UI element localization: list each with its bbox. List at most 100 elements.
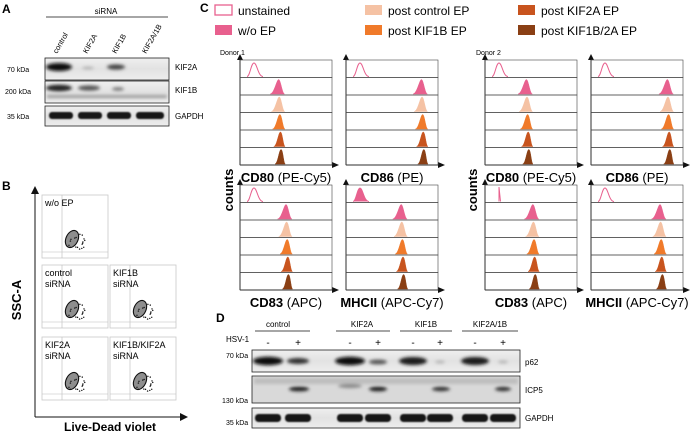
marker-name: CD80	[241, 170, 274, 185]
event-dot	[83, 308, 85, 310]
event-dot	[69, 310, 72, 312]
histogram-peak	[527, 256, 540, 272]
panel-a: A siRNA control KIF2A KIF1B KIF2A/1B 70 …	[2, 2, 204, 127]
histogram-peak	[414, 96, 428, 112]
histogram-peak	[397, 274, 409, 290]
legend-swatch-kif2a	[518, 5, 535, 15]
group-label: KIF2A/1B	[473, 320, 507, 329]
event-dot	[143, 316, 145, 318]
protein-label: KIF1B	[175, 86, 197, 95]
c-x-arrow	[438, 287, 445, 293]
event-dot	[152, 381, 154, 384]
event-dot	[76, 316, 79, 319]
event-dot	[75, 316, 77, 318]
b-scatter-plots: w/o EPcontrolsiRNAKIF1BsiRNAKIF2AsiRNAKI…	[41, 194, 177, 401]
protein-label: KIF2A	[175, 63, 198, 72]
marker-fluor: (APC-Cy7)	[622, 295, 688, 310]
blot-kif1b	[44, 80, 170, 104]
event-dot	[146, 390, 149, 392]
hsv-sign: -	[266, 338, 269, 349]
marker-name: MHCII	[340, 295, 377, 310]
histogram-unstained	[498, 186, 501, 202]
b-plot-label: control	[45, 268, 72, 278]
event-dot	[149, 385, 151, 387]
donor-label: Donor 2	[476, 50, 501, 57]
event-dot	[78, 318, 81, 320]
band	[78, 85, 100, 91]
c-ylabel-counts: counts	[465, 169, 480, 212]
event-dot	[146, 318, 149, 320]
hsv-sign: +	[295, 338, 301, 349]
histogram-unstained	[352, 187, 370, 202]
histogram-row	[239, 94, 333, 113]
histogram-peak	[395, 239, 408, 255]
legend-label: unstained	[238, 4, 290, 18]
band	[112, 87, 124, 91]
event-dot	[69, 240, 72, 242]
legend-label: post control EP	[388, 4, 469, 18]
band	[82, 66, 94, 70]
event-dot	[150, 311, 152, 313]
event-dot	[69, 382, 72, 384]
histogram-peak	[274, 149, 287, 165]
c-y-arrow	[482, 179, 488, 185]
marker-fluor: (PE)	[639, 170, 669, 185]
band	[49, 112, 73, 119]
histogram-row	[590, 202, 684, 221]
histogram-peak	[277, 204, 293, 220]
marker-name: MHCII	[585, 295, 622, 310]
b-plot-label: siRNA	[45, 279, 71, 289]
hsv-sign: +	[375, 338, 381, 349]
histogram-stack: CD83 (APC)	[237, 179, 339, 310]
marker-label: 130 kDa	[222, 398, 248, 405]
event-dot	[81, 313, 83, 315]
c-x-arrow	[683, 162, 690, 168]
band	[461, 357, 489, 365]
b-plot-label: siRNA	[113, 351, 139, 361]
event-dot	[70, 308, 72, 311]
event-dot	[147, 303, 149, 306]
band	[78, 112, 102, 119]
b-plot-label: KIF2A	[45, 340, 70, 350]
c-y-arrow	[588, 54, 594, 60]
hsv-label: HSV-1	[226, 335, 250, 344]
event-dot	[149, 376, 151, 378]
histogram-peak	[519, 96, 533, 112]
c-x-arrow	[438, 162, 445, 168]
histogram-peak	[656, 274, 668, 290]
marker-fluor: (APC-Cy7)	[377, 295, 443, 310]
band	[136, 112, 164, 119]
event-dot	[151, 316, 153, 318]
histogram-peak	[655, 256, 667, 272]
population-blob	[64, 371, 80, 391]
event-dot	[81, 376, 83, 378]
histogram-stack: CD80 (PE-Cy5)	[237, 54, 339, 185]
event-dot	[82, 312, 84, 314]
band	[462, 414, 488, 422]
event-dot	[143, 388, 145, 390]
event-dot	[142, 307, 144, 309]
band	[369, 386, 387, 392]
band	[495, 386, 511, 392]
band	[107, 112, 131, 119]
band	[335, 356, 365, 366]
histogram-peak	[529, 274, 541, 290]
event-dot	[151, 380, 153, 382]
event-dot	[74, 307, 76, 309]
c-x-arrow	[683, 287, 690, 293]
b-xlabel: Live-Dead violet	[64, 420, 156, 433]
event-dot	[83, 380, 85, 382]
marker-axis-label: CD83 (APC)	[250, 295, 322, 310]
histogram-row	[345, 237, 439, 256]
band	[432, 386, 450, 392]
band	[285, 414, 311, 422]
histogram-unstained	[491, 62, 509, 77]
histogram-stack: CD86 (PE)	[343, 54, 445, 185]
marker-name: CD80	[486, 170, 519, 185]
band	[289, 386, 309, 392]
b-plot-frame	[41, 194, 109, 259]
histogram-peak	[526, 239, 540, 255]
event-dot	[137, 382, 140, 384]
